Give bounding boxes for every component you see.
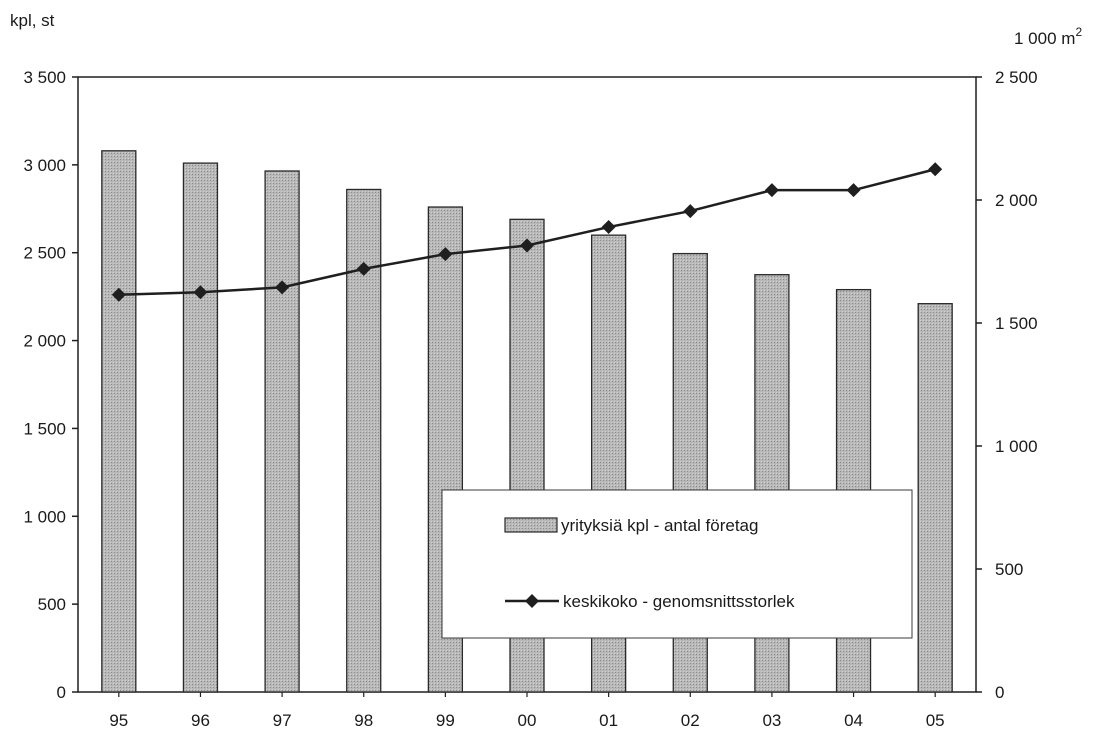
line-point-98: [356, 261, 371, 276]
right-axis-tick-label: 0: [995, 683, 1004, 702]
bar-96: [182, 162, 219, 693]
line-point-97: [275, 280, 290, 295]
x-axis: 95 96 97 98 99 00 01 02 03 04 05: [109, 692, 945, 730]
left-axis-tick-label: 500: [38, 595, 66, 614]
line-point-04: [846, 183, 861, 198]
x-axis-tick-label: 02: [681, 711, 700, 730]
legend-bar-swatch: [504, 517, 558, 533]
line-point-00: [520, 238, 534, 253]
line-point-01: [601, 220, 616, 235]
left-axis-tick-label: 2 500: [23, 244, 66, 263]
left-axis-unit-label: kpl, st: [10, 11, 55, 30]
bar-05: [917, 303, 953, 693]
left-axis-tick-label: 2 000: [23, 332, 66, 351]
x-axis-tick-label: 01: [599, 711, 618, 730]
line-point-95: [111, 287, 126, 302]
right-axis: 0 500 1 000 1 500 2 000 2 500: [976, 68, 1038, 702]
legend-diamond-marker: [525, 594, 539, 608]
x-axis-tick-label: 00: [518, 711, 537, 730]
right-axis-unit-text: 1 000 m: [1014, 29, 1075, 48]
x-axis-tick-label: 04: [844, 711, 863, 730]
legend: yrityksiä kpl - antal företag keskikoko …: [441, 489, 913, 639]
right-axis-tick-label: 1 500: [995, 314, 1038, 333]
left-axis: 0 500 1 000 1 500 2 000 2 500 3 000 3 500: [23, 68, 78, 702]
left-axis-tick-label: 0: [57, 683, 66, 702]
right-axis-tick-label: 500: [995, 560, 1023, 579]
right-axis-unit-label: 1 000 m2: [1014, 25, 1082, 48]
x-axis-tick-label: 96: [191, 711, 210, 730]
left-axis-tick-label: 1 000: [23, 507, 66, 526]
x-axis-tick-label: 99: [436, 711, 455, 730]
right-axis-unit-superscript: 2: [1075, 25, 1082, 39]
line-point-96: [193, 285, 208, 300]
bar-97: [264, 170, 300, 693]
line-series: [111, 162, 943, 302]
right-axis-tick-label: 1 000: [995, 437, 1038, 456]
x-axis-tick-label: 98: [354, 711, 373, 730]
line-point-99: [438, 247, 453, 262]
left-axis-tick-label: 1 500: [23, 419, 66, 438]
left-axis-tick-label: 3 000: [23, 156, 66, 175]
legend-line-label: keskikoko - genomsnittsstorlek: [563, 592, 795, 611]
x-axis-tick-label: 03: [762, 711, 781, 730]
left-axis-tick-label: 3 500: [23, 68, 66, 87]
legend-box: [441, 489, 913, 639]
x-axis-tick-label: 95: [109, 711, 128, 730]
right-axis-tick-label: 2 000: [995, 191, 1038, 210]
legend-bar-label: yrityksiä kpl - antal företag: [561, 516, 758, 535]
x-axis-tick-label: 97: [273, 711, 292, 730]
x-axis-tick-label: 05: [926, 711, 945, 730]
line-point-03: [764, 183, 779, 198]
bar-95: [101, 150, 137, 693]
line-point-02: [683, 204, 698, 219]
right-axis-tick-label: 2 500: [995, 68, 1038, 87]
line-point-05: [928, 162, 943, 177]
